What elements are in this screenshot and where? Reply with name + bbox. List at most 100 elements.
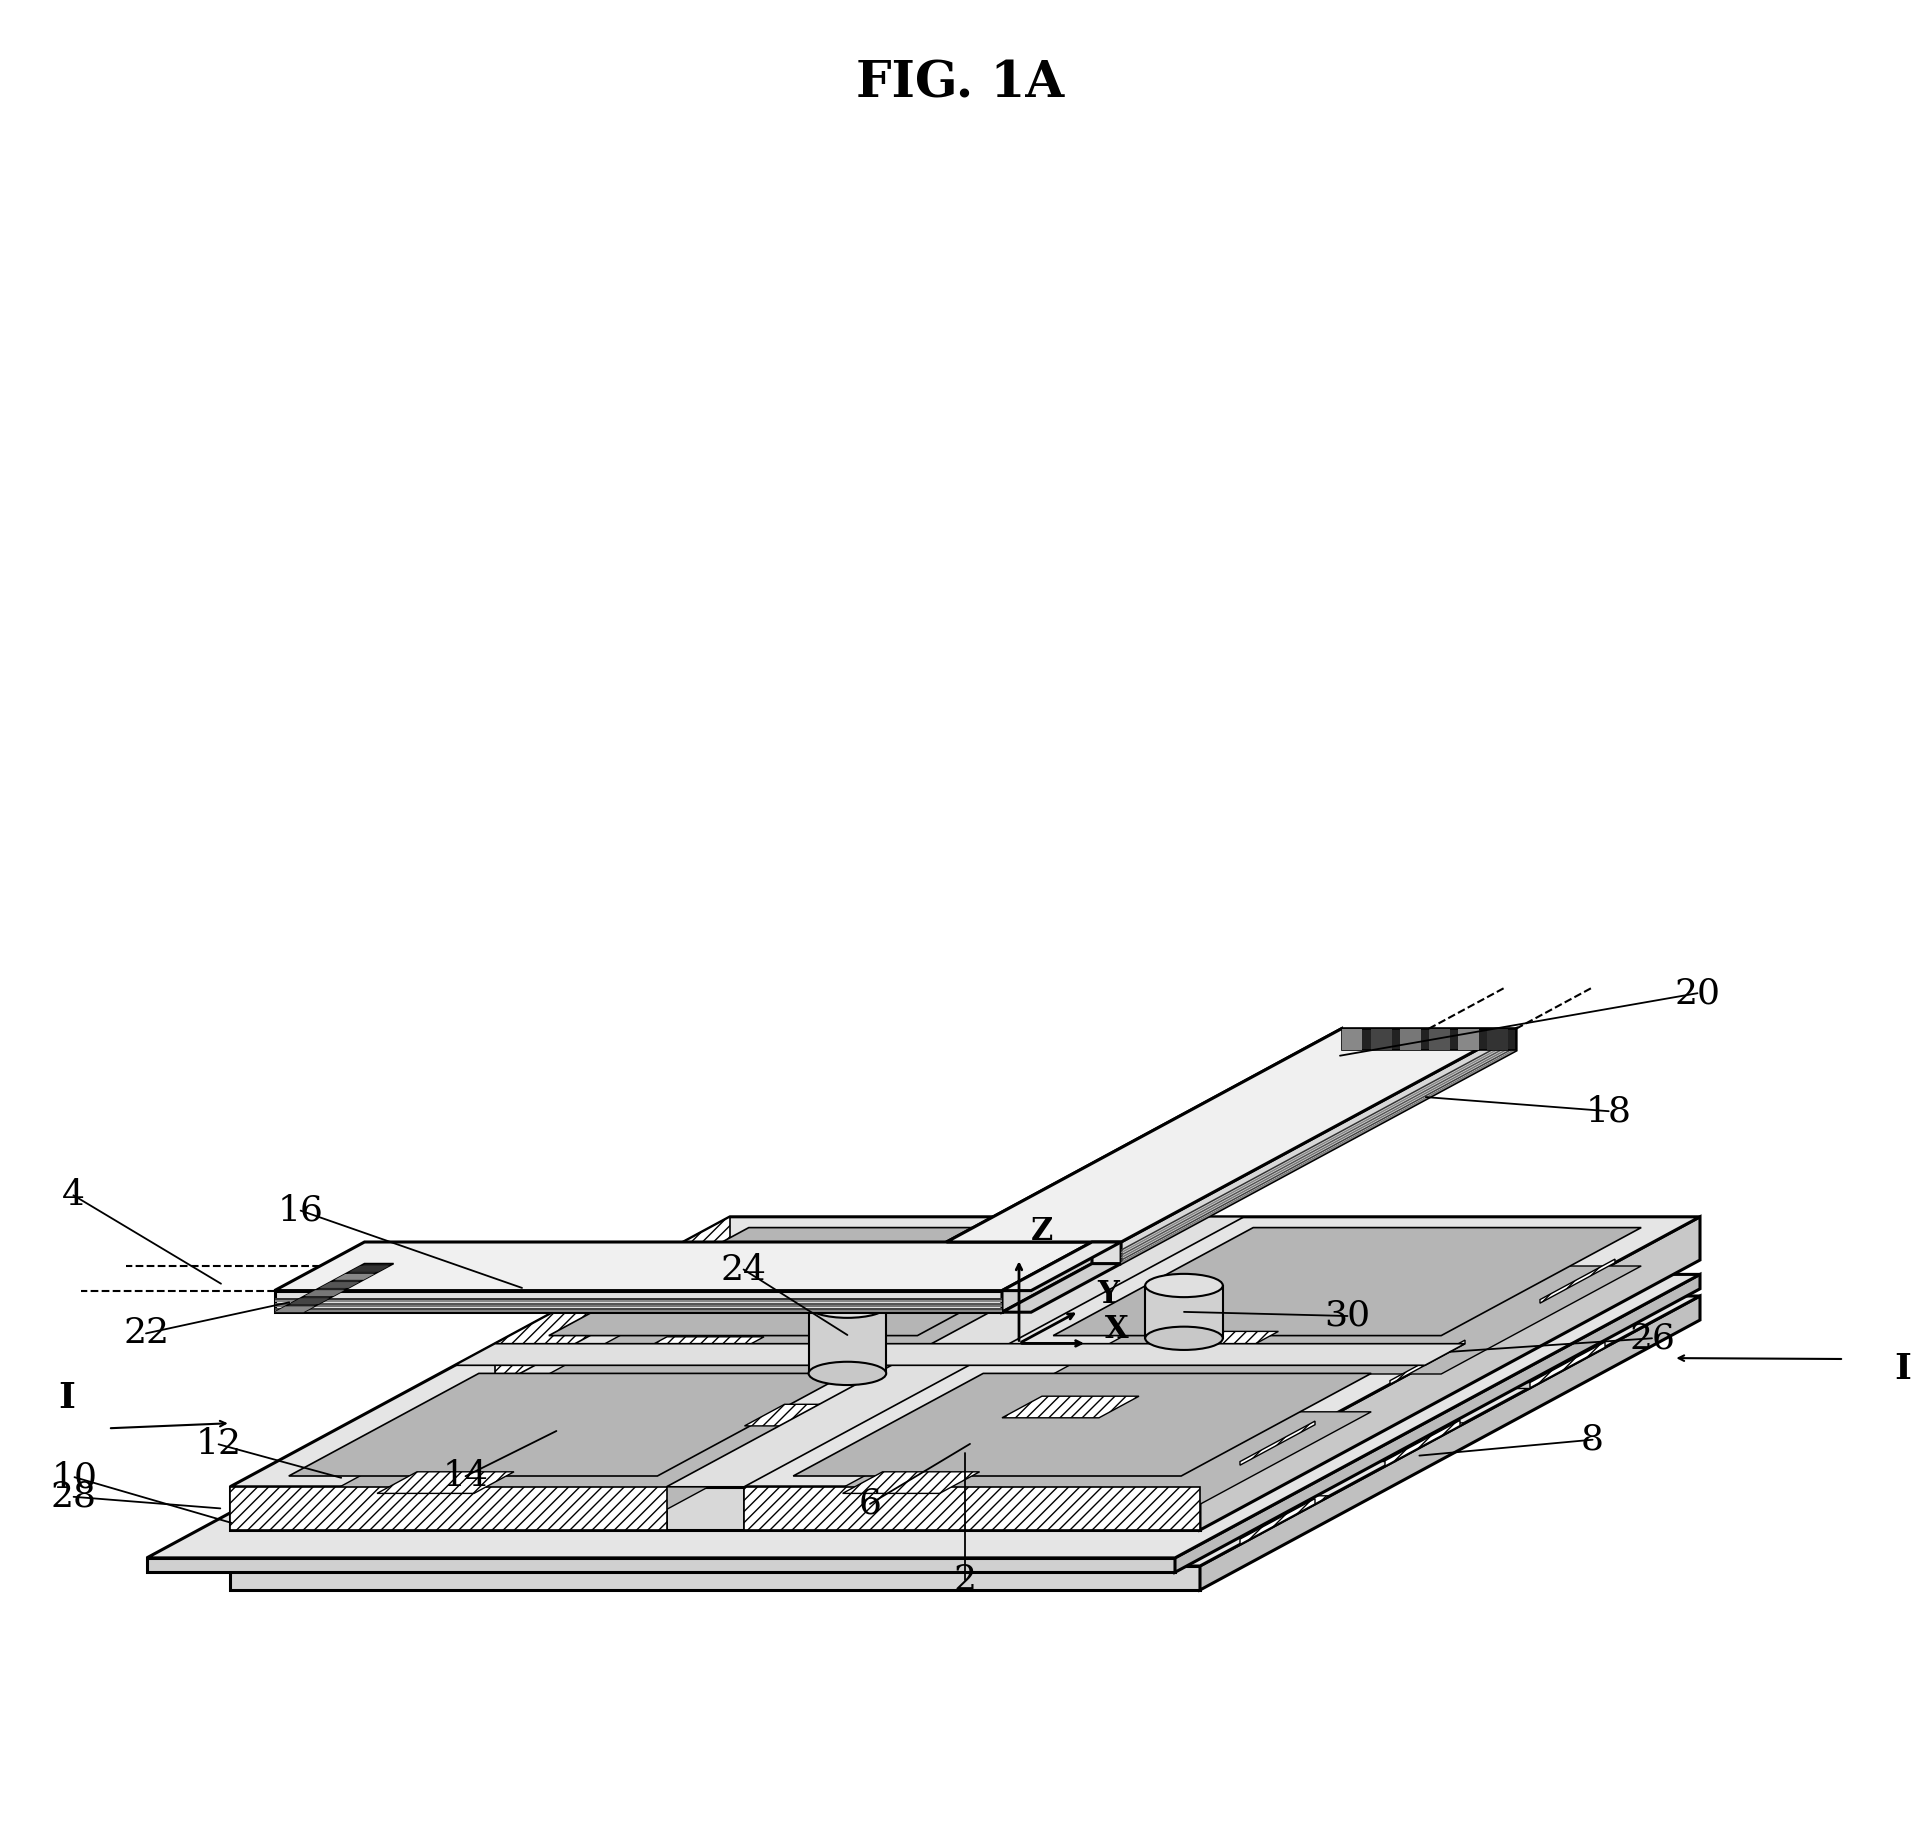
Polygon shape [745, 1405, 881, 1427]
Text: 4: 4 [61, 1178, 84, 1213]
Polygon shape [349, 1266, 390, 1271]
Text: 24: 24 [720, 1253, 766, 1286]
Polygon shape [947, 1028, 1342, 1264]
Ellipse shape [1144, 1326, 1223, 1350]
Polygon shape [1144, 1286, 1223, 1339]
Polygon shape [549, 1227, 1117, 1335]
Polygon shape [1342, 1028, 1363, 1050]
Text: 30: 30 [1325, 1299, 1371, 1333]
Polygon shape [288, 1374, 847, 1476]
Polygon shape [305, 1289, 344, 1297]
Polygon shape [1121, 1048, 1517, 1264]
Polygon shape [1021, 1427, 1139, 1430]
Polygon shape [1121, 1046, 1517, 1260]
Text: 26: 26 [1628, 1321, 1674, 1355]
Ellipse shape [1144, 1273, 1223, 1297]
Polygon shape [549, 1266, 1117, 1374]
Polygon shape [230, 1487, 1200, 1531]
Ellipse shape [808, 1363, 887, 1385]
Polygon shape [503, 1454, 1396, 1461]
Polygon shape [1530, 1342, 1605, 1388]
Polygon shape [367, 1527, 1260, 1533]
Text: 2: 2 [954, 1564, 977, 1597]
Polygon shape [288, 1412, 847, 1514]
Text: I: I [1893, 1352, 1910, 1386]
Polygon shape [1002, 1242, 1121, 1291]
Polygon shape [407, 1456, 637, 1491]
Polygon shape [230, 1566, 1200, 1589]
Polygon shape [146, 1275, 1699, 1558]
Polygon shape [275, 1291, 1002, 1311]
Text: 22: 22 [123, 1317, 169, 1350]
Text: 12: 12 [196, 1427, 242, 1461]
Polygon shape [1140, 1332, 1279, 1353]
Polygon shape [1486, 1028, 1507, 1050]
Ellipse shape [808, 1295, 887, 1319]
Polygon shape [146, 1558, 1175, 1573]
Polygon shape [1428, 1028, 1450, 1050]
Polygon shape [1002, 1396, 1139, 1417]
Polygon shape [1384, 1421, 1459, 1467]
Text: Z: Z [1031, 1216, 1054, 1247]
Polygon shape [1121, 1044, 1517, 1258]
Polygon shape [666, 1216, 1244, 1487]
Polygon shape [637, 1381, 1530, 1388]
Polygon shape [1390, 1341, 1465, 1385]
Text: 6: 6 [858, 1487, 881, 1522]
Polygon shape [628, 1337, 764, 1359]
Polygon shape [376, 1472, 515, 1494]
Text: 28: 28 [50, 1480, 96, 1514]
Polygon shape [503, 1423, 1465, 1461]
Polygon shape [334, 1275, 374, 1280]
Polygon shape [495, 1216, 730, 1386]
Polygon shape [1200, 1297, 1699, 1589]
Polygon shape [323, 1498, 499, 1525]
Polygon shape [367, 1496, 1331, 1533]
Text: I: I [58, 1381, 75, 1416]
Polygon shape [230, 1487, 666, 1531]
Polygon shape [947, 1028, 1517, 1242]
Polygon shape [843, 1472, 979, 1494]
Polygon shape [1400, 1028, 1421, 1050]
Polygon shape [745, 1487, 1200, 1531]
Polygon shape [275, 1242, 1092, 1291]
Polygon shape [1121, 1035, 1517, 1251]
Polygon shape [230, 1487, 666, 1531]
Polygon shape [637, 1350, 1599, 1388]
Polygon shape [275, 1264, 394, 1311]
Polygon shape [1240, 1498, 1315, 1544]
Polygon shape [724, 1472, 841, 1476]
Text: X: X [1106, 1315, 1129, 1346]
Polygon shape [1054, 1227, 1642, 1335]
Polygon shape [1540, 1258, 1615, 1304]
Polygon shape [455, 1344, 1465, 1364]
Polygon shape [793, 1374, 1371, 1476]
Polygon shape [1240, 1421, 1315, 1465]
Text: 20: 20 [1674, 977, 1720, 1010]
Polygon shape [745, 1487, 1200, 1531]
Polygon shape [319, 1282, 359, 1288]
Polygon shape [230, 1297, 1699, 1566]
Polygon shape [1121, 1039, 1517, 1253]
Polygon shape [793, 1412, 1371, 1514]
Text: 10: 10 [52, 1460, 98, 1494]
Text: FIG. 1A: FIG. 1A [856, 60, 1064, 110]
Polygon shape [1342, 1028, 1517, 1050]
Polygon shape [1175, 1275, 1699, 1573]
Text: Y: Y [1096, 1278, 1119, 1310]
Polygon shape [230, 1216, 1699, 1487]
Polygon shape [1021, 1407, 1183, 1430]
Polygon shape [1121, 1028, 1517, 1264]
Text: 14: 14 [442, 1460, 488, 1492]
Text: 16: 16 [278, 1194, 324, 1227]
Polygon shape [1002, 1264, 1121, 1311]
Polygon shape [824, 1388, 1054, 1423]
Text: 18: 18 [1586, 1094, 1632, 1128]
Polygon shape [290, 1299, 330, 1304]
Polygon shape [1054, 1266, 1642, 1374]
Polygon shape [724, 1452, 885, 1476]
Polygon shape [275, 1306, 315, 1311]
Polygon shape [1121, 1041, 1517, 1257]
Polygon shape [1457, 1028, 1478, 1050]
Polygon shape [1371, 1028, 1392, 1050]
